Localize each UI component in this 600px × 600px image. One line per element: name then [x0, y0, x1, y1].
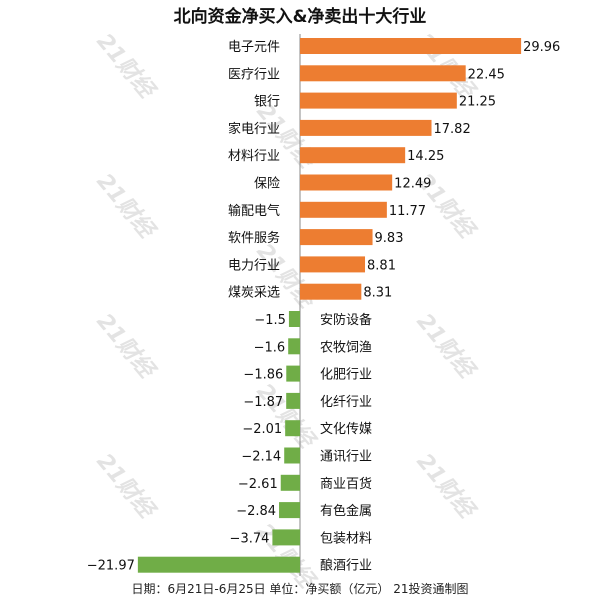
bar: [300, 38, 522, 54]
watermark: 21财经: [91, 449, 161, 525]
category-label: 煤炭采选: [228, 286, 280, 301]
value-label: −2.01: [242, 422, 282, 437]
category-label: 通讯行业: [320, 450, 372, 465]
value-label: 9.83: [375, 231, 404, 246]
chart-title: 北向资金净买入&净卖出十大行业: [173, 7, 427, 27]
value-label: −1.86: [243, 368, 283, 383]
chart-footer: 日期：6月21日-6月25日 单位：净买额（亿元） 21投资通制图: [131, 582, 469, 596]
value-label: 29.96: [523, 40, 560, 55]
bar: [285, 420, 300, 437]
category-label: 材料行业: [228, 149, 280, 164]
bar: [300, 256, 366, 273]
bar: [284, 447, 300, 464]
value-label: 11.77: [389, 204, 426, 219]
bar: [300, 119, 432, 136]
category-label: 家电行业: [228, 121, 280, 137]
value-label: 22.45: [468, 67, 505, 82]
watermark: 21财经: [91, 169, 161, 245]
bar: [300, 229, 373, 246]
watermark: 21财经: [251, 239, 321, 315]
value-label: −21.97: [87, 559, 135, 574]
value-label: 14.25: [407, 149, 444, 164]
category-label: 文化传媒: [320, 422, 372, 437]
watermark: 21财经: [91, 309, 161, 385]
bar: [300, 174, 393, 191]
category-label: 化肥行业: [320, 368, 372, 383]
bar: [137, 556, 300, 573]
value-label: −2.84: [236, 504, 276, 519]
value-label: −3.74: [230, 531, 270, 546]
bar: [286, 392, 300, 409]
category-label: 电力行业: [228, 258, 280, 273]
category-label: 软件服务: [228, 230, 280, 246]
value-label: −1.5: [254, 313, 286, 328]
value-label: −1.6: [254, 340, 286, 355]
category-label: 银行: [254, 95, 280, 110]
bar: [300, 283, 362, 300]
bar: [300, 201, 387, 218]
bar: [300, 92, 457, 109]
bar: [279, 502, 300, 519]
bar: [272, 529, 300, 546]
bar: [288, 311, 300, 327]
value-label: 8.31: [363, 286, 392, 301]
bar: [286, 365, 300, 382]
watermark: 21财经: [251, 379, 321, 455]
category-label: 商业百货: [320, 476, 372, 492]
value-label: −2.61: [238, 477, 278, 492]
bar: [300, 65, 466, 82]
value-label: 12.49: [394, 177, 431, 192]
value-label: −2.14: [241, 450, 281, 465]
bar: [300, 147, 406, 164]
value-label: 8.81: [367, 258, 396, 273]
category-label: 有色金属: [320, 503, 372, 519]
category-label: 化纤行业: [320, 395, 372, 410]
category-label: 电子元件: [228, 40, 280, 55]
category-label: 酿酒行业: [320, 558, 372, 574]
watermark: 21财经: [91, 29, 161, 105]
watermark: 21财经: [411, 309, 481, 385]
category-label: 安防设备: [320, 312, 372, 328]
value-label: −1.87: [243, 395, 283, 410]
value-label: 17.82: [434, 122, 471, 137]
category-label: 输配电气: [228, 203, 280, 219]
bar: [288, 338, 300, 355]
category-label: 农牧饲渔: [320, 340, 372, 355]
category-label: 包装材料: [320, 531, 372, 546]
watermark: 21财经: [411, 449, 481, 525]
value-label: 21.25: [459, 95, 496, 110]
category-label: 医疗行业: [228, 67, 280, 82]
bar: [280, 474, 300, 491]
category-label: 保险: [254, 177, 280, 192]
